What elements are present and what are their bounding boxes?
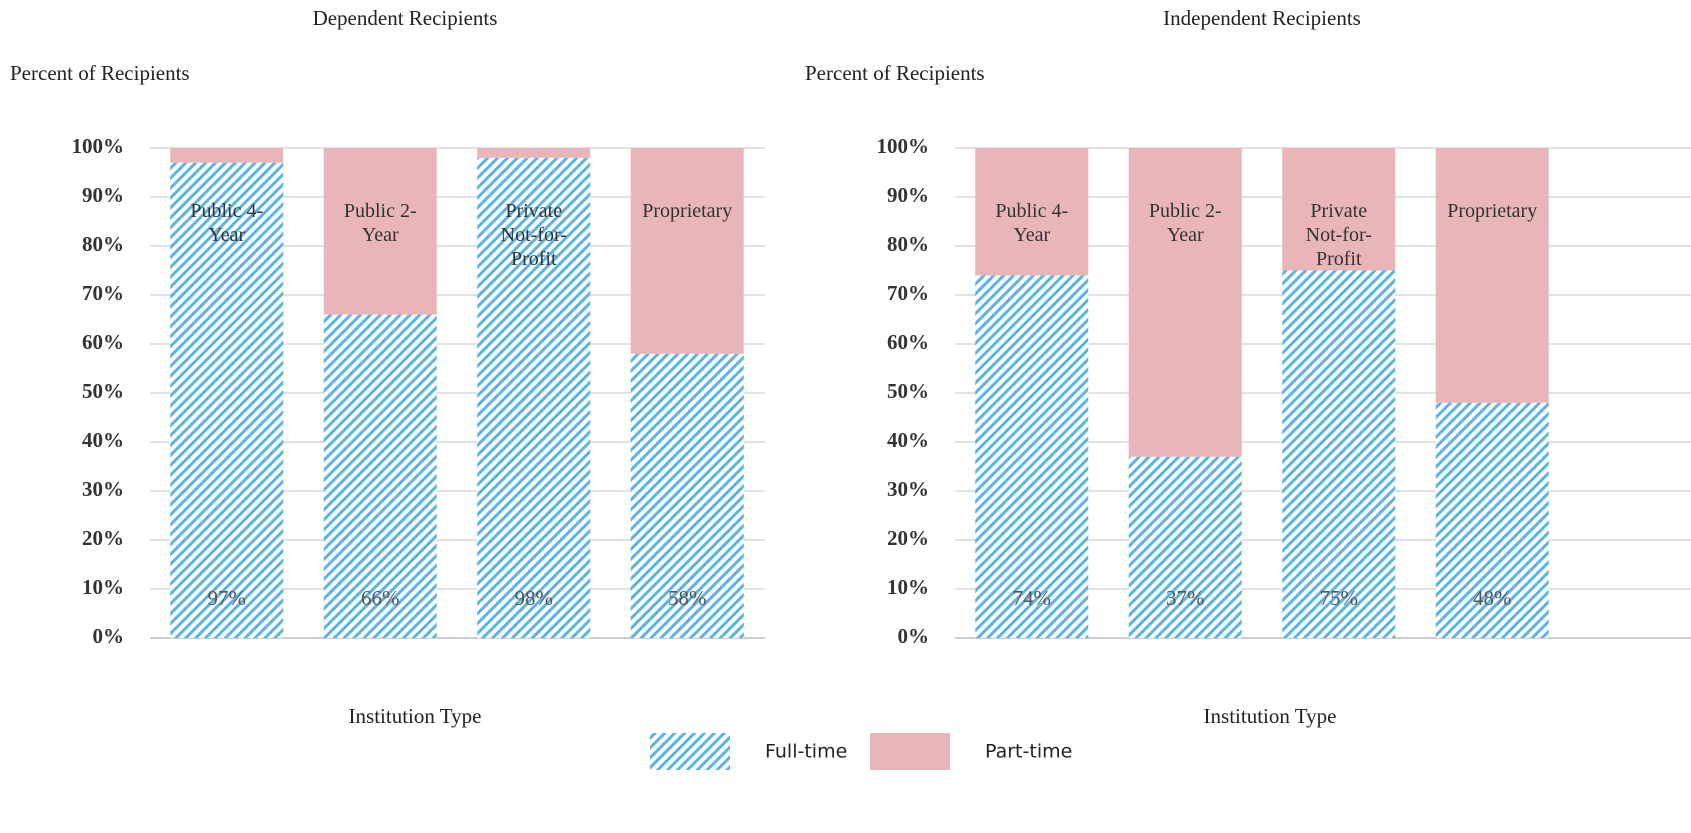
data-label: 37%: [1166, 586, 1205, 610]
bar-segment: [975, 275, 1089, 638]
legend-swatch: [650, 733, 730, 770]
legend-label: Part-time: [985, 741, 1072, 763]
legend-label: Full-time: [765, 741, 847, 763]
category-label-box: Public 2-Year: [343, 200, 417, 246]
y-tick-label: 90%: [82, 183, 124, 207]
bar-segment: [1435, 148, 1549, 403]
category-label-box: Public 4-Year: [190, 200, 264, 246]
y-axis-label: Percent of Recipients: [805, 61, 985, 85]
y-tick-label: 100%: [877, 134, 930, 158]
legend-swatch: [870, 733, 950, 770]
bar-segment: [323, 148, 437, 315]
y-tick-label: 80%: [887, 232, 929, 256]
category-label: Private Not-for-Profit: [500, 200, 567, 270]
y-tick-label: 40%: [887, 428, 929, 452]
chart-title: Dependent Recipients: [313, 6, 498, 30]
bar-segment: [1435, 402, 1549, 638]
bar-segment: [323, 314, 437, 638]
data-label: 66%: [361, 586, 400, 610]
category-label-box: Private Not-for-Profit: [500, 200, 567, 270]
bar-segment: [1128, 456, 1242, 638]
y-tick-label: 50%: [887, 379, 929, 403]
y-tick-label: 50%: [82, 379, 124, 403]
data-label: 97%: [208, 586, 247, 610]
y-tick-label: 60%: [887, 330, 929, 354]
y-tick-label: 70%: [887, 281, 929, 305]
y-tick-label: 20%: [82, 526, 124, 550]
bar-segment: [1128, 148, 1242, 457]
bar-segment: [477, 148, 591, 158]
data-label: 48%: [1473, 586, 1512, 610]
y-tick-label: 30%: [887, 477, 929, 501]
y-tick-label: 0%: [93, 624, 125, 648]
bar-segment: [170, 148, 284, 163]
x-axis-label: Institution Type: [1204, 704, 1337, 728]
category-label-box: Public 4-Year: [995, 200, 1069, 246]
y-tick-label: 10%: [887, 575, 929, 599]
category-label: Public 2-Year: [343, 200, 417, 246]
category-label-box: Proprietary: [1447, 200, 1538, 222]
bar-segment: [630, 148, 744, 354]
category-label-box: Public 2-Year: [1148, 200, 1222, 246]
y-tick-label: 40%: [82, 428, 124, 452]
y-tick-label: 70%: [82, 281, 124, 305]
bar-segment: [1282, 148, 1396, 271]
bar-segment: [1282, 270, 1396, 638]
category-label: Public 4-Year: [190, 200, 264, 246]
data-label: 75%: [1320, 586, 1359, 610]
bar-segment: [170, 162, 284, 638]
y-tick-label: 10%: [82, 575, 124, 599]
y-tick-label: 80%: [82, 232, 124, 256]
chart-title: Independent Recipients: [1163, 6, 1361, 30]
y-axis-label: Percent of Recipients: [10, 61, 190, 85]
data-label: 98%: [515, 586, 554, 610]
y-tick-label: 100%: [72, 134, 125, 158]
y-tick-label: 30%: [82, 477, 124, 501]
y-tick-label: 20%: [887, 526, 929, 550]
y-tick-label: 0%: [898, 624, 930, 648]
y-tick-label: 60%: [82, 330, 124, 354]
y-tick-label: 90%: [887, 183, 929, 207]
data-label: 58%: [668, 586, 707, 610]
category-label-box: Private Not-for-Profit: [1305, 200, 1372, 270]
category-label: Proprietary: [642, 200, 733, 222]
category-label-box: Proprietary: [642, 200, 733, 222]
category-label: Proprietary: [1447, 200, 1538, 222]
category-label: Public 4-Year: [995, 200, 1069, 246]
data-label: 74%: [1013, 586, 1052, 610]
category-label: Public 2-Year: [1148, 200, 1222, 246]
bar-segment: [630, 353, 744, 638]
bar-segment: [477, 157, 591, 639]
bar-segment: [975, 148, 1089, 276]
category-label: Private Not-for-Profit: [1305, 200, 1372, 270]
x-axis-label: Institution Type: [349, 704, 482, 728]
